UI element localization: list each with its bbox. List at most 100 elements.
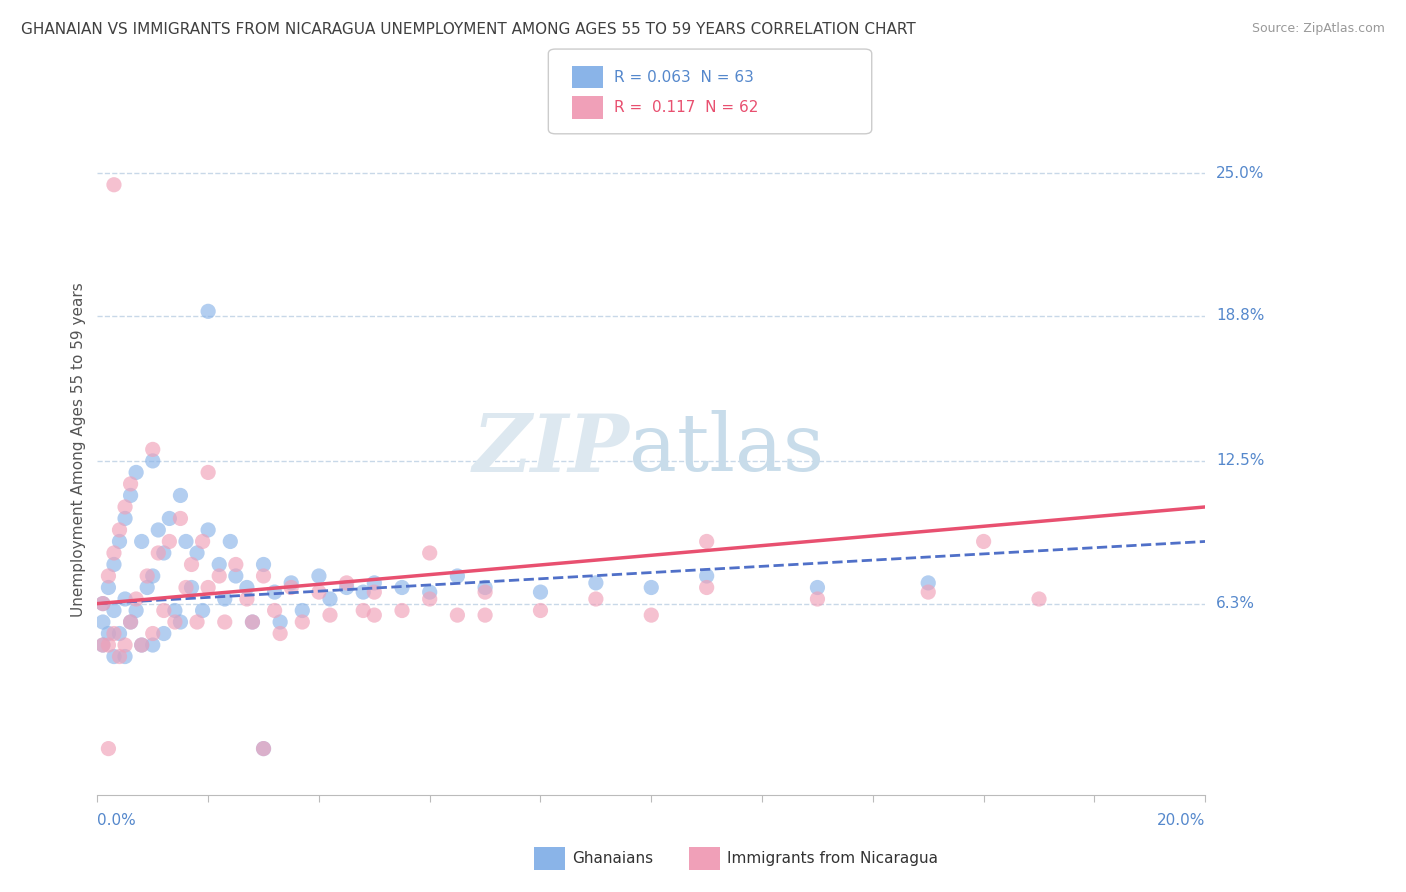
Point (169, 488, 191, 502)
Point (263, 585, 285, 599)
Point (446, 608, 468, 623)
Point (291, 615, 314, 629)
Text: R = 0.063  N = 63: R = 0.063 N = 63 (614, 70, 754, 85)
Point (225, 558, 247, 572)
Point (474, 585, 496, 599)
Point (269, 615, 291, 629)
Point (208, 558, 231, 572)
Point (142, 454, 165, 468)
Point (391, 581, 413, 595)
Point (174, 581, 197, 595)
Point (114, 592, 136, 607)
Point (640, 581, 662, 595)
Point (1028, 592, 1050, 607)
Point (225, 569, 247, 583)
Point (97, 581, 120, 595)
Point (103, 649, 125, 664)
Point (125, 592, 148, 607)
Point (108, 534, 131, 549)
Point (142, 638, 165, 652)
Point (131, 638, 153, 652)
Point (120, 615, 142, 629)
Point (585, 575, 607, 590)
Text: 25.0%: 25.0% (1216, 166, 1264, 181)
Point (103, 546, 125, 560)
Point (252, 569, 274, 583)
Point (91, 638, 114, 652)
Text: Ghanaians: Ghanaians (572, 851, 654, 866)
Point (120, 488, 142, 502)
Point (103, 558, 125, 572)
Point (474, 581, 496, 595)
Point (363, 585, 385, 599)
Point (917, 585, 939, 599)
Point (696, 569, 718, 583)
Point (696, 581, 718, 595)
Text: 12.5%: 12.5% (1216, 453, 1264, 468)
Point (114, 500, 136, 514)
Y-axis label: Unemployment Among Ages 55 to 59 years: Unemployment Among Ages 55 to 59 years (72, 282, 86, 616)
Text: ZIP: ZIP (472, 410, 628, 488)
Point (208, 569, 231, 583)
Point (108, 523, 131, 537)
Point (308, 569, 330, 583)
Point (197, 466, 219, 480)
Point (136, 569, 159, 583)
Point (640, 608, 662, 623)
Text: Immigrants from Nicaragua: Immigrants from Nicaragua (727, 851, 938, 866)
Point (197, 304, 219, 318)
Point (153, 603, 176, 617)
Point (91, 638, 114, 652)
Point (180, 558, 202, 572)
Point (529, 585, 551, 599)
Point (236, 581, 259, 595)
Point (97, 638, 120, 652)
Point (336, 575, 359, 590)
Point (474, 608, 496, 623)
Text: 0.0%: 0.0% (97, 813, 136, 828)
Point (242, 615, 264, 629)
Point (103, 626, 125, 640)
Text: 20.0%: 20.0% (1157, 813, 1205, 828)
Point (120, 615, 142, 629)
Point (252, 741, 274, 756)
Text: R =  0.117  N = 62: R = 0.117 N = 62 (614, 100, 759, 115)
Point (125, 466, 148, 480)
Point (108, 626, 131, 640)
Point (97, 741, 120, 756)
Point (186, 615, 208, 629)
Point (114, 649, 136, 664)
Point (806, 592, 828, 607)
Text: atlas: atlas (628, 410, 824, 489)
Point (263, 603, 285, 617)
Point (97, 626, 120, 640)
Point (280, 581, 302, 595)
Point (91, 597, 114, 611)
Point (191, 603, 214, 617)
Point (153, 626, 176, 640)
Text: 18.8%: 18.8% (1216, 309, 1264, 324)
Point (174, 534, 197, 549)
Text: Source: ZipAtlas.com: Source: ZipAtlas.com (1251, 22, 1385, 36)
Point (291, 603, 314, 617)
Point (163, 603, 186, 617)
Point (336, 581, 359, 595)
Point (242, 615, 264, 629)
Point (917, 575, 939, 590)
Point (363, 575, 385, 590)
Point (280, 575, 302, 590)
Point (419, 585, 441, 599)
Point (446, 569, 468, 583)
Point (169, 615, 191, 629)
Point (391, 603, 413, 617)
Point (142, 442, 165, 457)
Point (131, 638, 153, 652)
Point (252, 741, 274, 756)
Point (319, 592, 342, 607)
Point (153, 546, 176, 560)
Point (91, 615, 114, 629)
Point (806, 581, 828, 595)
Point (419, 592, 441, 607)
Point (219, 534, 242, 549)
Point (142, 626, 165, 640)
